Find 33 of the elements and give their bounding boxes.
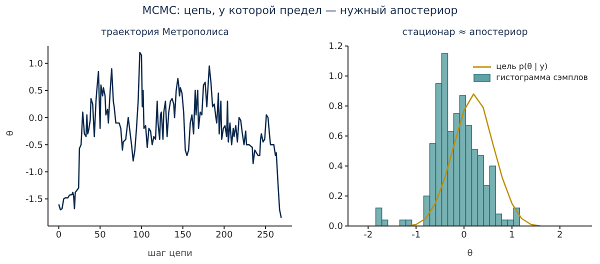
x-axis-title: шаг цепи [148, 249, 193, 259]
x-tick-label: 0 [56, 230, 62, 240]
x-tick-label: -2 [364, 230, 373, 240]
x-axis-title: θ [467, 249, 474, 259]
x-tick-label: 2 [557, 230, 563, 240]
y-tick-label: 1.0 [328, 72, 344, 82]
x-tick-label: 1 [509, 230, 515, 240]
y-tick-label: 0.5 [28, 86, 43, 97]
y-tick-label: 0.6 [328, 132, 344, 142]
y-tick-label: -1.0 [25, 168, 44, 178]
y-axis-title: θ [6, 130, 16, 136]
y-tick-label: -1.5 [25, 195, 43, 206]
y-tick-label: 1.0 [28, 60, 44, 70]
x-tick-label: 0 [461, 230, 468, 240]
line-series [58, 52, 282, 219]
y-tick-label: 1.2 [328, 42, 343, 52]
y-tick-label: 0.0 [28, 114, 44, 124]
text: MCMC: цепь, у которой предел — нужный апостериор [141, 4, 459, 17]
y-tick-label: 0.8 [328, 102, 344, 112]
legend-label: цель p(θ | y) [496, 62, 548, 71]
x-tick-label: 100 [132, 230, 150, 240]
x-tick-label: 250 [256, 230, 274, 240]
y-tick-label: -0.5 [25, 140, 43, 151]
y-tick-label: 0.2 [328, 192, 343, 202]
x-tick-label: 150 [174, 230, 192, 240]
y-tick-label: 0.4 [328, 162, 344, 172]
chart-title: траектория Метрополиса [100, 26, 230, 40]
x-tick-label: 50 [94, 230, 106, 240]
legend-label: гистограмма сэмплов [496, 73, 588, 82]
x-tick-label: -1 [412, 230, 421, 240]
chart-title: стационар ≈ апостериор [401, 26, 529, 40]
x-tick-label: 200 [216, 230, 234, 240]
y-tick-label: 0.0 [328, 222, 344, 232]
